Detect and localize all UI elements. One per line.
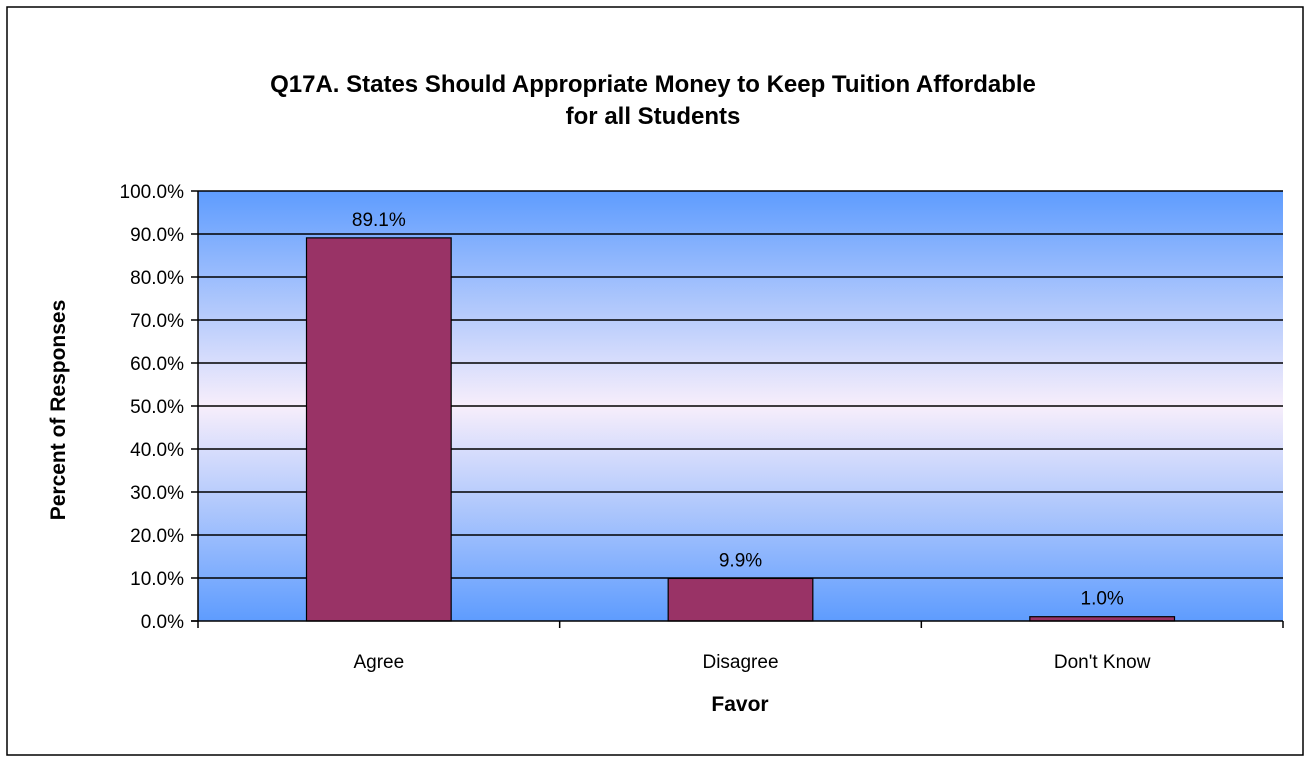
data-label-0: 89.1% (352, 210, 406, 231)
chart-title-line-2: for all Students (566, 103, 741, 130)
y-tick-label-6: 60.0% (130, 354, 184, 375)
y-tick-labels: 0.0% 10.0% 20.0% 30.0% 40.0% 50.0% 60.0% 70.0% 8… (120, 182, 185, 633)
x-tick-label-1: Disagree (702, 652, 778, 673)
x-tick-label-2: Don't Know (1054, 652, 1151, 673)
y-tick-label-8: 80.0% (130, 268, 184, 289)
bar-disagree (667, 577, 814, 622)
y-tick-label-4: 40.0% (130, 440, 184, 461)
axes (191, 190, 1284, 628)
y-tick-label-3: 30.0% (130, 483, 184, 504)
x-axis-label: Favor (711, 693, 768, 716)
data-labels: 89.1% 9.9% 1.0% (352, 210, 1124, 610)
bars (305, 237, 1176, 622)
y-tick-label-5: 50.0% (130, 397, 184, 418)
data-label-1: 9.9% (719, 550, 762, 571)
y-tick-label-1: 10.0% (130, 569, 184, 590)
data-label-2: 1.0% (1081, 589, 1124, 610)
x-tick-label-0: Agree (353, 652, 404, 673)
y-tick-label-9: 90.0% (130, 225, 184, 246)
y-tick-label-2: 20.0% (130, 526, 184, 547)
y-tick-label-7: 70.0% (130, 311, 184, 332)
x-tick-labels: Agree Disagree Don't Know (353, 652, 1150, 673)
y-tick-label-10: 100.0% (120, 182, 185, 203)
bar-agree (305, 237, 452, 622)
y-tick-label-0: 0.0% (141, 612, 184, 633)
chart-title-line-1: Q17A. States Should Appropriate Money to… (270, 71, 1036, 98)
y-axis-label: Percent of Responses (47, 300, 70, 521)
